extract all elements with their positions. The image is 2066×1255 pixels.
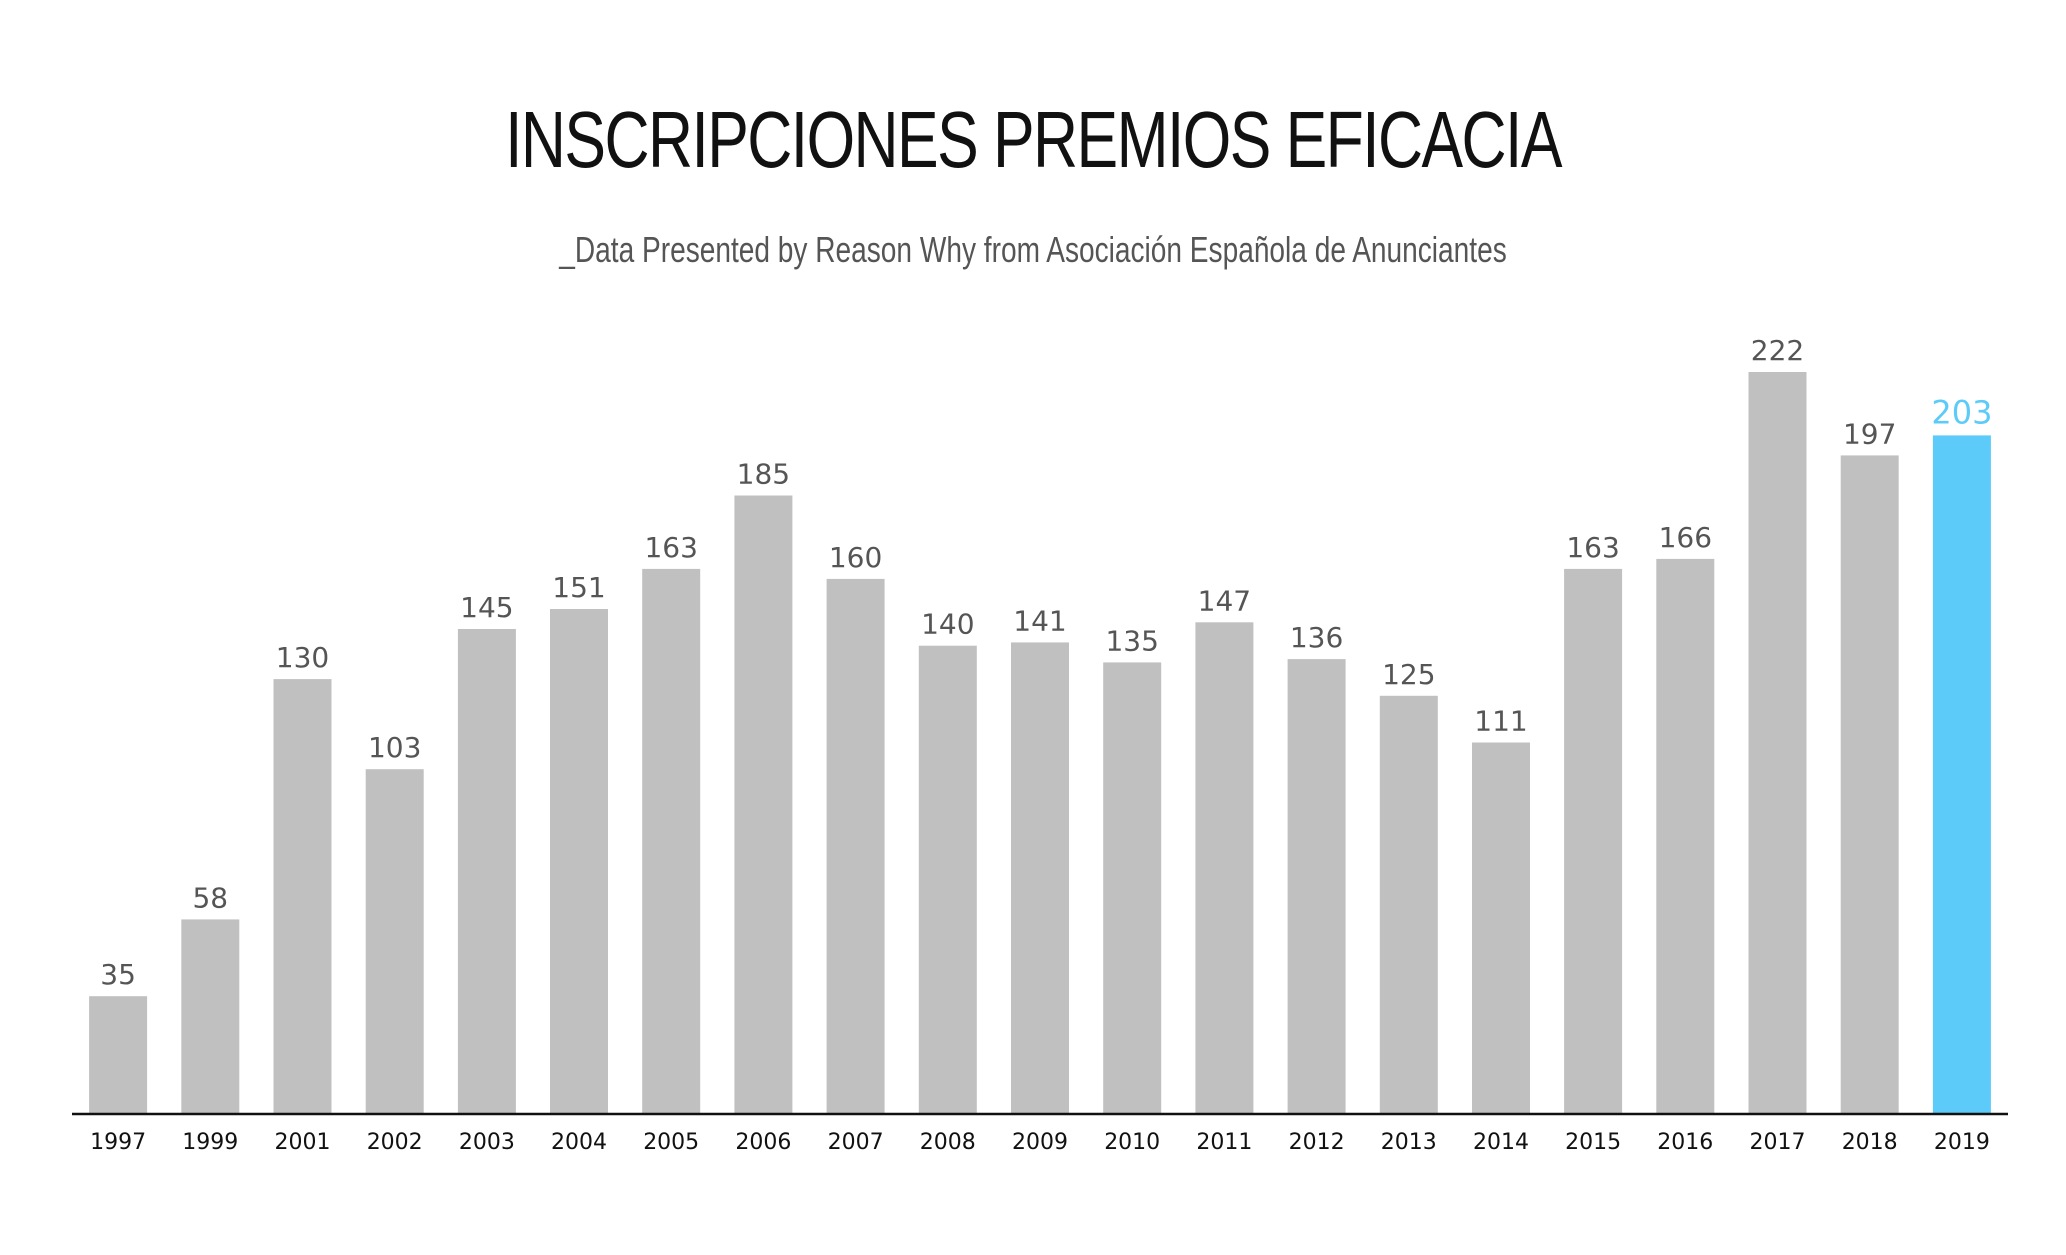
value-label-2005: 163 <box>644 531 697 564</box>
value-label-2017: 222 <box>1751 334 1804 367</box>
x-tick-label-2014: 2014 <box>1473 1130 1529 1155</box>
x-tick-label-2004: 2004 <box>551 1130 607 1155</box>
x-tick-label-2012: 2012 <box>1289 1130 1345 1155</box>
value-label-2014: 111 <box>1474 705 1527 738</box>
bar-2003 <box>457 629 516 1113</box>
x-tick-label-2008: 2008 <box>920 1130 976 1155</box>
bar-2002 <box>365 769 424 1113</box>
bar-2012 <box>1287 659 1346 1113</box>
x-tick-label-2019: 2019 <box>1934 1130 1990 1155</box>
x-tick-label-2006: 2006 <box>735 1130 791 1155</box>
value-label-2001: 130 <box>276 641 329 674</box>
bar-2010 <box>1103 662 1162 1113</box>
x-tick-label-2005: 2005 <box>643 1130 699 1155</box>
value-label-1997: 35 <box>100 958 136 991</box>
x-tick-label-2001: 2001 <box>275 1130 331 1155</box>
bars-layer <box>89 372 1991 1113</box>
value-label-2012: 136 <box>1290 621 1343 654</box>
value-label-2018: 197 <box>1843 417 1896 450</box>
value-label-2019: 203 <box>1931 393 1992 431</box>
x-tick-label-2017: 2017 <box>1750 1130 1806 1155</box>
x-tick-label-2003: 2003 <box>459 1130 515 1155</box>
bar-2011 <box>1195 622 1254 1113</box>
value-label-2006: 185 <box>737 458 790 491</box>
x-tick-label-2002: 2002 <box>367 1130 423 1155</box>
bar-2001 <box>273 679 332 1113</box>
x-tick-label-2010: 2010 <box>1104 1130 1160 1155</box>
x-tick-labels: 1997 1999 2001 2002 2003 2004 2005 2006 2007 2008… <box>90 1130 1990 1155</box>
value-label-2003: 145 <box>460 591 513 624</box>
x-tick-label-2013: 2013 <box>1381 1130 1437 1155</box>
value-label-2013: 125 <box>1382 658 1435 691</box>
bar-2005 <box>642 568 701 1113</box>
bar-2019 <box>1932 435 1991 1113</box>
value-label-2004: 151 <box>552 571 605 604</box>
x-tick-label-2009: 2009 <box>1012 1130 1068 1155</box>
bar-2013 <box>1379 695 1438 1113</box>
value-label-2010: 135 <box>1105 624 1158 657</box>
x-tick-label-2018: 2018 <box>1842 1130 1898 1155</box>
value-label-2009: 141 <box>1013 604 1066 637</box>
bar-2004 <box>550 609 608 1113</box>
value-label-2002: 103 <box>368 731 421 764</box>
bar-2014 <box>1472 742 1530 1113</box>
bar-2006 <box>734 495 793 1113</box>
x-tick-label-2015: 2015 <box>1565 1130 1621 1155</box>
bar-2015 <box>1564 568 1623 1113</box>
x-tick-label-2007: 2007 <box>828 1130 884 1155</box>
value-label-2007: 160 <box>829 541 882 574</box>
chart-title: INSCRIPCIONES PREMIOS EFICACIA <box>505 95 1562 184</box>
value-label-2016: 166 <box>1659 521 1712 554</box>
bar-1999 <box>181 919 240 1113</box>
bar-2009 <box>1011 642 1069 1113</box>
chart-subtitle: _Data Presented by Reason Why from Asoci… <box>559 229 1507 270</box>
value-label-2015: 163 <box>1566 531 1619 564</box>
value-label-2008: 140 <box>921 608 974 641</box>
x-tick-label-1997: 1997 <box>90 1130 146 1155</box>
bar-2008 <box>918 645 977 1113</box>
value-label-2011: 147 <box>1198 584 1251 617</box>
bar-2016 <box>1656 558 1715 1113</box>
bar-2017 <box>1748 372 1807 1113</box>
bar-2007 <box>826 578 885 1113</box>
x-tick-label-2011: 2011 <box>1196 1130 1252 1155</box>
x-tick-label-1999: 1999 <box>182 1130 238 1155</box>
value-label-1999: 58 <box>192 881 228 914</box>
bar-2018 <box>1840 455 1899 1113</box>
value-labels-layer: 35 58 130 103 145 151 163 185 160 140 141 135 147 136… <box>100 334 1992 991</box>
x-tick-label-2016: 2016 <box>1657 1130 1713 1155</box>
bar-1997 <box>89 996 148 1113</box>
